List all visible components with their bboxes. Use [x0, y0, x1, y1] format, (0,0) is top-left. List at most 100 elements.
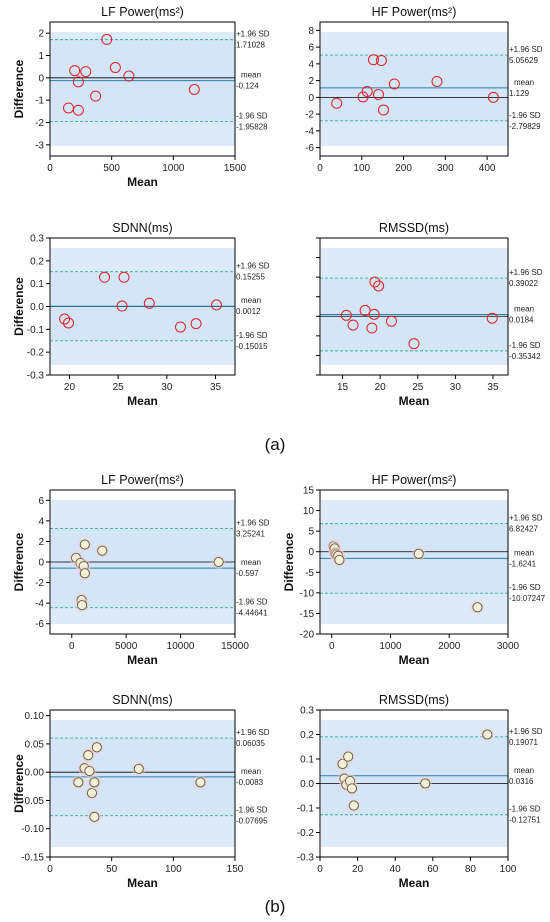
upper-limit-label: +1.96 SD	[236, 728, 270, 737]
mean-label: mean	[514, 304, 534, 313]
data-point	[188, 83, 200, 95]
data-point	[80, 66, 92, 78]
lower-limit-value: -0.12751	[509, 816, 541, 825]
x-tick-label: 25	[113, 382, 125, 393]
x-tick-label: 60	[427, 864, 439, 875]
data-point	[73, 777, 84, 788]
data-point	[83, 750, 94, 761]
y-axis-label: Difference	[282, 532, 296, 591]
upper-limit-value: 6.82427	[509, 525, 538, 534]
upper-limit-value: 5.05629	[509, 56, 538, 65]
panel-label-b: (b)	[265, 897, 286, 916]
chart-2: 0 100 200 300 400 -6 -4 -2 0 2 4 6 8 HF Power(ms²) +1.…	[305, 5, 543, 174]
chart-title: LF Power(ms²)	[101, 473, 184, 487]
lower-limit-label: -1.96 SD	[236, 112, 268, 121]
x-tick-label: 30	[161, 382, 173, 393]
data-point	[331, 97, 343, 109]
lower-limit-value: -2.79829	[509, 122, 541, 131]
y-axis-label: Difference	[12, 59, 26, 118]
x-tick-label: 0	[47, 864, 53, 875]
y-tick-label: 15	[303, 486, 315, 497]
y-tick-label: 0.3	[30, 234, 44, 245]
data-point	[487, 91, 499, 103]
y-tick-label: 4	[38, 516, 44, 527]
lower-limit-value: -10.07247	[509, 594, 546, 603]
y-tick-label: 0	[38, 558, 44, 569]
y-tick-label: 5	[308, 527, 314, 538]
data-point	[143, 297, 155, 309]
chart-title: LF Power(ms²)	[101, 5, 184, 19]
data-point	[420, 778, 431, 789]
y-tick-label: -6	[35, 619, 44, 630]
data-point	[211, 299, 222, 311]
data-point	[472, 602, 483, 613]
y-tick-label: 6	[38, 496, 44, 507]
data-point	[123, 70, 135, 82]
chart-title: SDNN(ms)	[112, 693, 172, 707]
mean-label: mean	[514, 548, 534, 557]
y-tick-label: -1	[35, 96, 44, 107]
y-tick-label: 0.05	[25, 739, 45, 750]
data-point	[72, 76, 84, 88]
x-tick-label: 10000	[167, 641, 195, 652]
chart-5: 0 5000 10000 15000 -6 -4 -2 0 2 4 6 LF Power(ms²) Me…	[12, 473, 270, 667]
y-tick-label: -5	[305, 568, 314, 579]
mean-label: mean	[241, 767, 261, 776]
data-point	[79, 539, 90, 550]
data-point	[482, 729, 493, 740]
data-point	[86, 788, 97, 799]
upper-limit-value: 3.25241	[236, 530, 265, 539]
y-tick-label: -4	[305, 126, 314, 137]
x-tick-label: 0	[47, 163, 53, 174]
data-point	[375, 55, 387, 67]
y-tick-label: -2	[35, 578, 44, 589]
data-point	[195, 777, 206, 788]
data-point	[99, 271, 111, 283]
x-tick-label: 2000	[438, 641, 461, 652]
upper-limit-value: 0.06035	[236, 739, 265, 748]
y-tick-label: -2	[35, 118, 44, 129]
y-tick-label: 0.0	[30, 302, 44, 313]
x-tick-label: 15	[337, 382, 349, 393]
mean-label: mean	[514, 78, 534, 87]
upper-limit-value: 1.71028	[236, 41, 265, 50]
chart-title: HF Power(ms²)	[372, 5, 457, 19]
data-point	[408, 338, 420, 350]
data-point	[486, 312, 498, 324]
lower-limit-value: -0.07695	[236, 817, 268, 826]
data-point	[368, 308, 380, 320]
x-tick-label: 20	[375, 382, 387, 393]
upper-limit-label: +1.96 SD	[236, 519, 270, 528]
lower-limit-label: -1.96 SD	[509, 805, 541, 814]
y-tick-label: 1	[38, 51, 44, 62]
chart-3: 20 25 30 35 -0.3 -0.2 -0.1 0.0 0.1 0.2 0.3 SDNN(ms)…	[12, 221, 270, 408]
panel-label-a: (a)	[265, 435, 286, 454]
y-tick-label: 0.2	[30, 256, 44, 267]
y-axis-label: Difference	[12, 754, 26, 813]
data-point	[72, 104, 84, 116]
mean-value: 0.0012	[236, 307, 261, 316]
data-point	[190, 318, 202, 330]
y-tick-label: 0.1	[300, 755, 314, 766]
x-tick-label: 35	[487, 382, 499, 393]
upper-limit-value: 0.39022	[509, 279, 538, 288]
axes-frame	[319, 489, 509, 635]
x-tick-label: 50	[106, 864, 118, 875]
mean-value: -0.0083	[236, 778, 264, 787]
x-tick-label: 80	[465, 864, 477, 875]
data-point	[340, 309, 352, 321]
data-point	[174, 321, 186, 333]
x-tick-label: 1500	[224, 163, 247, 174]
lower-limit-label: -1.96 SD	[236, 598, 268, 607]
mean-label: mean	[241, 71, 261, 80]
mean-label: mean	[514, 766, 534, 775]
data-point	[101, 33, 113, 45]
y-tick-label: -10	[300, 588, 315, 599]
y-tick-label: -0.15	[21, 853, 44, 864]
axes-frame	[49, 709, 236, 858]
x-tick-label: 30	[450, 382, 462, 393]
x-tick-label: 200	[395, 163, 412, 174]
y-tick-label: 2	[308, 76, 314, 87]
data-point	[361, 86, 373, 98]
y-tick-label: 0.0	[300, 779, 314, 790]
